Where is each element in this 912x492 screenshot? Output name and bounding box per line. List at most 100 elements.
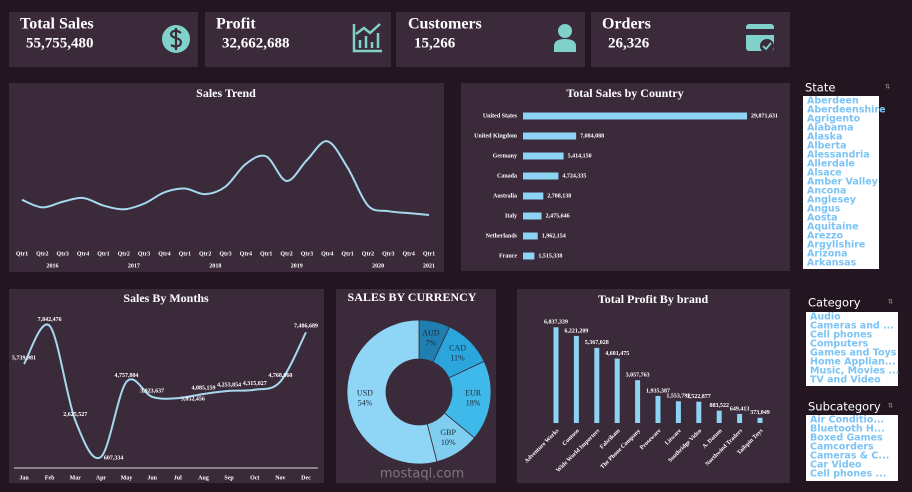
y-tick-label: Australia <box>493 193 517 199</box>
slicer-item[interactable]: Arkansas <box>807 258 857 269</box>
slicer-item[interactable]: Angus <box>807 204 841 215</box>
x-tick-label: Qtr2 <box>280 251 292 257</box>
slice-label: EUR <box>465 389 482 398</box>
data-label: 54% <box>358 399 373 408</box>
slicer-item[interactable]: Alessandria <box>807 150 870 161</box>
x-tick-label: Qtr2 <box>199 251 211 257</box>
slicer-item[interactable]: Arizona <box>807 249 848 260</box>
data-label: 1,522,877 <box>687 394 711 400</box>
slicer-item[interactable]: Ancona <box>807 186 846 197</box>
y-tick-label: United Kingdom <box>474 133 517 139</box>
slicer-item[interactable]: Car Video <box>810 460 862 471</box>
slicer-item[interactable]: Boxed Games <box>810 433 883 444</box>
x-tick-label: Aug <box>198 475 209 481</box>
bar <box>594 347 600 423</box>
kpi-label: Total Sales <box>20 16 94 33</box>
slice-label: CAD <box>449 343 466 352</box>
bar <box>655 395 661 423</box>
slicer-item[interactable]: Aosta <box>807 213 838 224</box>
bar <box>523 252 535 260</box>
x-tick-label: Qtr4 <box>240 251 252 257</box>
kpi-value: 32,662,688 <box>222 35 290 51</box>
x-tick-label: Feb <box>45 475 55 481</box>
y-tick-label: Germany <box>493 153 517 159</box>
slicer-item[interactable]: Cell phones <box>810 330 873 341</box>
slicer-item[interactable]: Camcorders <box>810 442 874 453</box>
x-group-label: 2019 <box>291 263 303 269</box>
x-tick-label: Qtr3 <box>57 251 69 257</box>
bar <box>523 152 564 160</box>
x-tick-label: Qtr3 <box>382 251 394 257</box>
slicer-sort: ⇅ <box>888 299 893 305</box>
data-label: 10% <box>441 438 456 447</box>
slicer-item[interactable]: Computers <box>810 339 869 350</box>
data-label: 29,871,631 <box>751 113 778 119</box>
bar <box>737 413 743 423</box>
slicer-item[interactable]: Audio <box>810 312 841 323</box>
slicer-item[interactable]: Bluetooth H... <box>810 424 885 435</box>
slicer-item[interactable]: TV and Video <box>810 375 881 386</box>
slicer-item[interactable]: Amber Valley <box>807 177 879 188</box>
bar <box>757 417 763 423</box>
x-group-label: 2016 <box>47 263 59 269</box>
slicer-item[interactable]: Argyllshire <box>807 240 865 251</box>
slicer-title: State <box>805 81 835 95</box>
data-label: 2,625,527 <box>63 412 87 418</box>
data-label: 3,923,637 <box>140 388 164 394</box>
x-tick-label: Qtr3 <box>138 251 150 257</box>
slice-label: USD <box>357 389 373 398</box>
x-group-label: 2020 <box>372 263 384 269</box>
x-tick-label: May <box>121 475 133 481</box>
dollar-icon <box>162 25 190 53</box>
slicer-item[interactable]: Home Applian... <box>810 357 896 368</box>
slicer-title: Subcategory <box>808 400 881 414</box>
slicer-item[interactable]: Cameras and ... <box>810 321 894 332</box>
user-icon <box>554 24 576 52</box>
slicer-list <box>806 312 898 386</box>
data-label: 4,253,854 <box>217 382 241 388</box>
slicer-item[interactable]: Alberta <box>807 141 847 152</box>
data-label: 7,842,476 <box>38 317 62 323</box>
slicer-item[interactable]: Alabama <box>807 123 854 134</box>
data-label: 7,486,689 <box>294 324 318 330</box>
x-tick-label: Jun <box>147 475 157 481</box>
data-label: 4,601,475 <box>605 351 629 357</box>
slicer-item[interactable]: Anglesey <box>807 195 857 206</box>
slicer-item[interactable]: Air Conditio... <box>810 415 884 426</box>
chart-icon <box>352 23 382 53</box>
slicer-item[interactable]: Cell phones ... <box>810 469 886 480</box>
x-tick-label: Qtr1 <box>97 251 109 257</box>
slicer-item[interactable]: Aquitaine <box>807 222 859 233</box>
data-label: 2,475,646 <box>546 213 570 219</box>
bar <box>523 172 559 180</box>
bar <box>523 132 577 140</box>
slicer-item[interactable]: Cameras & C... <box>810 451 889 462</box>
slicer-item[interactable]: Arezzo <box>807 231 844 242</box>
chart-card <box>9 83 444 272</box>
slicer-item[interactable]: Alaska <box>807 132 842 143</box>
slicer-item[interactable]: Alsace <box>807 168 842 179</box>
bar <box>573 335 579 423</box>
bar <box>553 327 559 423</box>
x-tick-label: Qtr1 <box>179 251 191 257</box>
slicer-item[interactable]: Allerdale <box>807 159 855 170</box>
x-tick-label: Qtr4 <box>402 251 414 257</box>
bar <box>635 380 641 423</box>
slicer-item[interactable]: Games and Toys <box>810 348 897 359</box>
slicer-item[interactable]: Music, Movies ... <box>810 366 899 377</box>
x-tick-label: Qtr2 <box>118 251 130 257</box>
calendar-icon <box>746 24 774 53</box>
x-tick-label: Qtr2 <box>362 251 374 257</box>
slicer-item[interactable]: Aberdeen <box>807 96 859 107</box>
chart-card <box>517 289 790 483</box>
y-tick-label: Netherlands <box>486 233 518 239</box>
x-tick-label: Jul <box>174 475 182 481</box>
slicer-item[interactable]: Agrigento <box>807 114 861 125</box>
data-label: 7,084,088 <box>580 133 604 139</box>
x-tick-label: Qtr1 <box>260 251 272 257</box>
x-tick-label: Qtr4 <box>158 251 170 257</box>
slicer-item[interactable]: Aberdeenshire <box>807 105 886 116</box>
kpi-label: Profit <box>216 16 256 33</box>
x-tick-label: Jan <box>19 475 29 481</box>
line <box>23 323 307 460</box>
